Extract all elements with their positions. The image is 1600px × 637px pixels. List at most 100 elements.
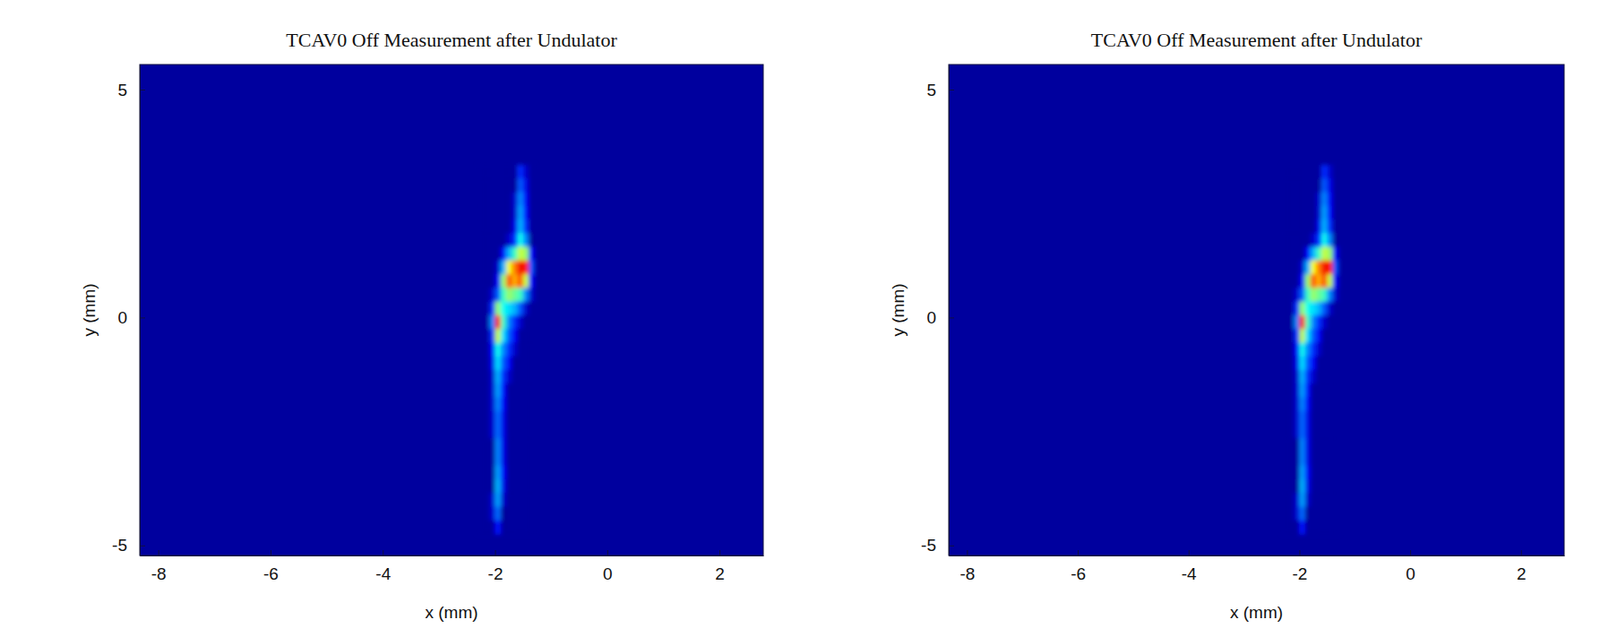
tick-label: -8	[959, 564, 975, 584]
cell	[1298, 164, 1306, 180]
cell	[478, 507, 485, 522]
cell	[483, 507, 491, 522]
cell	[1305, 206, 1312, 221]
plot-background	[948, 64, 1565, 556]
cell	[1305, 507, 1312, 522]
cell	[1316, 342, 1323, 357]
cell	[1293, 164, 1300, 180]
cell	[500, 260, 508, 276]
cell	[1288, 315, 1295, 330]
cell	[483, 164, 491, 180]
cell	[523, 396, 530, 412]
cell	[1293, 424, 1300, 439]
cell	[506, 507, 513, 522]
tick-mark	[607, 550, 609, 556]
tick: 0	[117, 308, 146, 327]
cell	[506, 315, 513, 330]
cell	[489, 191, 496, 207]
cell	[523, 465, 530, 481]
tick: 5	[926, 80, 955, 100]
cell	[1298, 369, 1306, 385]
plot-frame	[139, 64, 764, 556]
cell	[1333, 232, 1340, 248]
cell	[1282, 191, 1290, 207]
cell	[517, 191, 525, 207]
cell	[1282, 219, 1290, 234]
cell	[523, 356, 530, 371]
cell	[1321, 191, 1328, 207]
cell	[1298, 247, 1306, 262]
cell	[483, 274, 491, 289]
tick-label: -4	[1181, 564, 1197, 584]
cell	[1310, 191, 1317, 207]
cell	[1326, 247, 1334, 262]
cell	[528, 301, 535, 317]
cell	[528, 411, 535, 426]
cell	[1305, 479, 1312, 494]
tick-label: 5	[117, 80, 128, 100]
cell	[1298, 356, 1306, 371]
cell	[511, 260, 518, 276]
cell	[1310, 507, 1317, 522]
cell	[1333, 342, 1340, 357]
cell	[483, 247, 491, 262]
cell	[1326, 424, 1334, 439]
cell	[1326, 465, 1334, 481]
cell	[500, 164, 508, 180]
cell	[1316, 411, 1323, 426]
cell	[1316, 424, 1323, 439]
cell	[1282, 164, 1290, 180]
cell	[483, 178, 491, 193]
cell	[528, 206, 535, 221]
cell	[1298, 260, 1306, 276]
cell	[1288, 191, 1295, 207]
cell	[495, 342, 502, 357]
cell	[511, 411, 518, 426]
cell	[506, 164, 513, 180]
cell	[1305, 191, 1312, 207]
cell	[1316, 520, 1323, 535]
cell	[1310, 383, 1317, 398]
cell	[1321, 356, 1328, 371]
tick-mark	[382, 550, 384, 556]
cell	[1333, 492, 1340, 508]
cell	[1310, 438, 1317, 453]
cell	[1305, 411, 1312, 426]
cell	[517, 465, 525, 481]
tick-mark	[948, 89, 955, 91]
cell	[1321, 465, 1328, 481]
cell	[1305, 465, 1312, 481]
cell	[1321, 369, 1328, 385]
cell	[1298, 465, 1306, 481]
cell	[528, 191, 535, 207]
cell	[523, 178, 530, 193]
tick-mark	[1298, 550, 1300, 556]
cell	[478, 328, 485, 344]
cell	[1298, 396, 1306, 412]
tick-label: -5	[920, 535, 937, 555]
cell	[506, 520, 513, 535]
cell	[1333, 274, 1340, 289]
cell	[483, 301, 491, 317]
cell	[500, 178, 508, 193]
cell	[1282, 274, 1290, 289]
cell	[506, 178, 513, 193]
cell	[1316, 438, 1323, 453]
cell	[1333, 520, 1340, 535]
cell	[1310, 451, 1317, 466]
cell	[1310, 356, 1317, 371]
tick-mark	[495, 550, 497, 556]
cell	[1310, 479, 1317, 494]
cell	[1293, 479, 1300, 494]
tick-mark	[139, 317, 146, 319]
cell	[1326, 369, 1334, 385]
cell	[528, 396, 535, 412]
cell	[1316, 247, 1323, 262]
title: TCAV0 Off Measurement after Undulator	[1091, 28, 1423, 52]
cell	[1310, 328, 1317, 344]
cell	[523, 232, 530, 248]
cell	[506, 424, 513, 439]
tick-label: -6	[1070, 564, 1086, 584]
cell	[1298, 342, 1306, 357]
cell	[1326, 479, 1334, 494]
